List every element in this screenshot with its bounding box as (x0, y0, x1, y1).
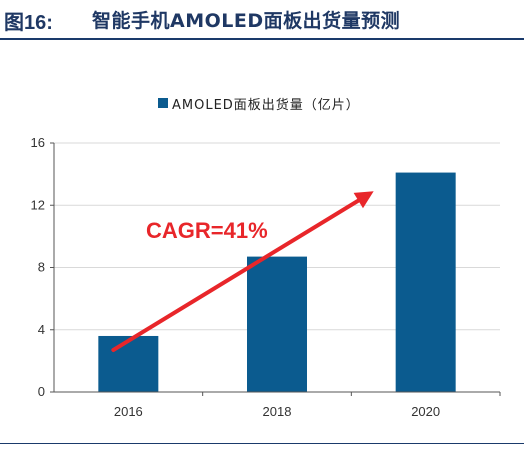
x-tick-label: 2018 (263, 404, 292, 419)
y-tick-label: 4 (38, 322, 45, 337)
bar-2020 (395, 172, 456, 392)
figure-number: 图16: (4, 12, 53, 34)
legend-swatch (158, 98, 168, 108)
x-tick-label: 2020 (411, 404, 440, 419)
bar-2016 (98, 335, 159, 392)
chart-legend: AMOLED面板出货量（亿片） (158, 94, 360, 113)
y-tick-label: 0 (38, 384, 45, 399)
legend-label: AMOLED面板出货量（亿片） (172, 97, 360, 113)
y-tick-label: 12 (31, 197, 45, 212)
cagr-arrow-line (111, 198, 361, 352)
footer-divider (0, 443, 524, 444)
x-tick-label: 2016 (114, 404, 143, 419)
y-tick-label: 16 (31, 135, 45, 150)
figure-header: 图16: 智能手机AMOLED面板出货量预测 (0, 0, 524, 40)
figure-title: 智能手机AMOLED面板出货量预测 (92, 10, 401, 32)
y-tick-label: 8 (38, 260, 45, 275)
cagr-arrow-head (353, 191, 374, 209)
bar-2018 (247, 256, 307, 392)
cagr-label: CAGR=41% (146, 218, 268, 243)
